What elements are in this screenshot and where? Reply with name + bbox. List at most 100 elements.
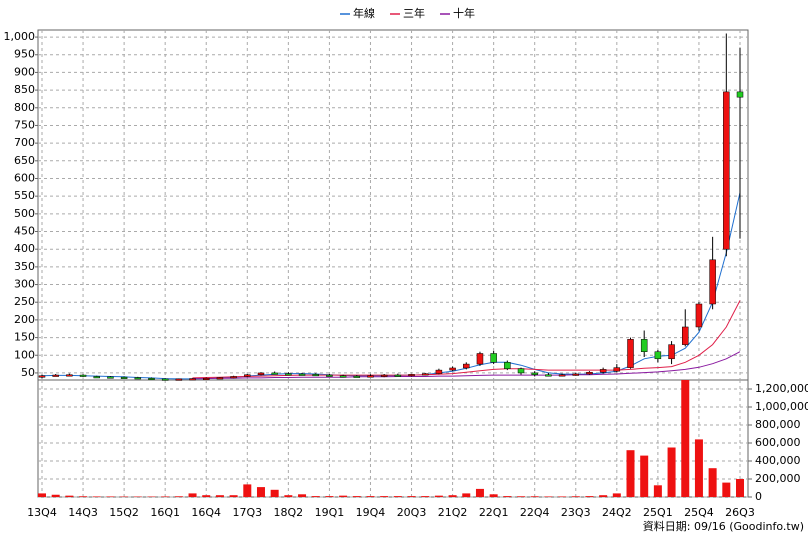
candle-body [272,373,278,375]
x-tick-label: 23Q3 [561,506,591,519]
volume-bar [449,495,457,497]
candle-body [409,374,415,376]
volume-bar [585,496,593,497]
volume-bar [503,496,511,497]
candle-body [395,375,401,377]
candle-body [39,376,45,378]
y2-tick-label: 1,200,000 [755,382,808,395]
candle-body [532,373,538,375]
legend-label: 十年 [453,6,475,20]
x-tick-label: 24Q2 [602,506,632,519]
candle-body [231,376,237,378]
y-tick-label: 1,000 [4,30,36,43]
volume-bar [572,496,580,497]
y-tick-label: 200 [14,313,35,326]
volume-bar [558,496,566,497]
y2-tick-label: 400,000 [755,454,801,467]
candle-body [723,92,729,249]
y-tick-label: 850 [14,83,35,96]
x-tick-label: 19Q4 [356,506,386,519]
volume-bar [709,468,717,497]
volume-bar [65,496,73,497]
candle-body [491,353,497,362]
x-tick-label: 22Q1 [479,506,509,519]
candle-body [190,379,196,381]
y2-tick-label: 800,000 [755,418,801,431]
legend-label: 年線 [353,6,375,20]
volume-bar [394,496,402,497]
candle-body [518,369,524,373]
volume-bar [640,456,648,497]
volume-bar [257,487,265,497]
volume-bar [339,496,347,497]
candle-body [162,379,168,381]
candle-body [299,374,305,376]
candle-body [696,304,702,327]
candle-body [450,368,456,370]
volume-bar [175,496,183,497]
volume-bar [380,496,388,497]
y2-tick-label: 1,000,000 [755,400,808,413]
candle-body [504,362,510,368]
candle-body [176,379,182,381]
candle-body [381,375,387,377]
x-tick-label: 26Q3 [725,506,755,519]
candle-body [422,374,428,376]
candle-body [258,373,264,375]
candle-body [354,376,360,378]
volume-bar [38,493,46,497]
volume-bar [599,495,607,497]
footer: 資料日期: 09/16 (Goodinfo.tw) [643,519,804,533]
x-tick-label: 16Q1 [150,506,180,519]
y-tick-label: 900 [14,65,35,78]
volume-bar [202,495,210,497]
x-tick-label: 16Q4 [191,506,221,519]
x-tick-label: 22Q4 [520,506,550,519]
x-tick-label: 25Q4 [684,506,714,519]
x-tick-label: 20Q3 [397,506,427,519]
candle-body [614,368,620,372]
volume-bar [408,496,416,497]
y2-tick-label: 600,000 [755,436,801,449]
x-tick-label: 18Q2 [274,506,304,519]
x-tick-label: 14Q3 [68,506,98,519]
volume-bar [627,450,635,497]
volume-bar [722,483,730,497]
y-tick-label: 300 [14,278,35,291]
candle-body [217,378,223,380]
candle-body [94,376,100,378]
volume-bar [325,496,333,497]
candle-body [203,378,209,380]
x-tick-label: 15Q2 [109,506,139,519]
candle-body [135,378,141,380]
y-tick-label: 250 [14,295,35,308]
x-tick-label: 13Q4 [27,506,57,519]
volume-bar [189,493,197,497]
candle-body [326,375,332,377]
volume-bar [476,489,484,497]
candle-body [477,353,483,364]
x-tick-label: 19Q1 [315,506,345,519]
candle-body [285,374,291,376]
volume-bar [271,490,279,497]
x-tick-label: 25Q1 [643,506,673,519]
candle-body [436,370,442,374]
y-tick-label: 700 [14,136,35,149]
candle-body [682,327,688,345]
volume-bar [517,496,525,497]
volume-bar [435,496,443,497]
volume-bar [366,496,374,497]
y2-tick-label: 0 [755,490,762,503]
volume-bar [695,439,703,497]
candle-body [545,375,551,377]
candle-body [710,260,716,304]
volume-bar [668,448,676,498]
y2-tick-label: 200,000 [755,472,801,485]
volume-bar [736,479,744,497]
y-tick-label: 950 [14,48,35,61]
volume-bar [681,380,689,497]
volume-bar [298,494,306,497]
volume-bar [490,494,498,497]
volume-bar [353,496,361,497]
